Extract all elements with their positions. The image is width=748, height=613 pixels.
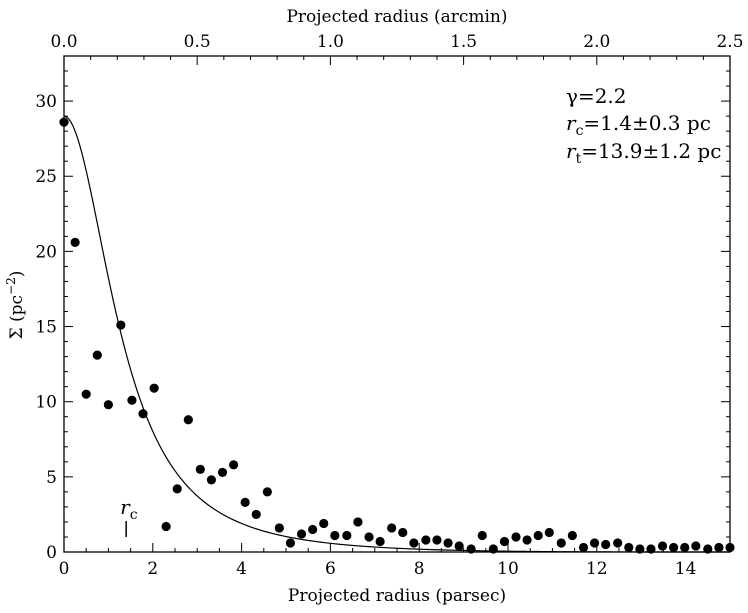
data-point [387,523,397,533]
data-point [635,544,645,554]
x2-tick-label: 2.5 [716,32,743,52]
data-point [116,320,126,330]
data-point [342,530,352,541]
data-point [274,523,284,533]
y-tick-label: 25 [35,167,57,187]
data-point [613,538,623,548]
data-point [454,541,464,551]
axis-tick-labels: 0 2 4 6 8 10 12 14 0.0 0.5 1.0 1.5 2.0 2.5 0 5 10 15 20 25 3… [35,32,743,579]
x-tick-label: 4 [236,559,247,579]
data-point [466,544,476,554]
data-point [533,530,543,541]
data-point [511,532,521,542]
data-point [398,527,408,538]
data-point [443,538,453,548]
data-point [330,530,340,541]
data-point [691,541,701,551]
data-point [319,518,329,529]
data-point [195,464,205,474]
data-point [229,460,239,470]
data-point [556,538,566,548]
data-points [59,117,735,554]
data-point [714,542,724,553]
data-point [285,538,296,548]
data-point [308,524,318,535]
data-point [206,475,217,485]
data-point [544,527,554,538]
data-point [567,530,577,541]
x2-axis-title: Projected radius (arcmin) [286,7,507,27]
data-point [240,497,250,507]
x-tick-label: 0 [59,559,70,579]
data-point [70,237,80,247]
y-tick-label: 20 [35,242,57,262]
y-tick-label: 0 [46,543,57,563]
data-point [669,542,679,553]
gamma-annotation: γ=2.2 [566,84,627,108]
data-point [421,535,431,545]
data-point [103,400,113,410]
data-point [499,536,510,547]
tidal-radius-annotation: rt=13.9±1.2 pc [566,139,721,167]
x2-tick-label: 0.0 [50,32,77,52]
data-point [81,389,91,399]
data-point [409,538,419,548]
data-point [138,409,148,419]
x-tick-label: 2 [147,559,158,579]
data-point [149,383,159,393]
data-point [477,530,487,541]
data-point [172,484,182,494]
x-tick-label: 14 [675,559,697,579]
x-tick-label: 12 [586,559,608,579]
data-point [601,539,611,550]
x-tick-label: 6 [325,559,336,579]
data-point [432,535,442,545]
data-point [488,544,498,554]
data-point [364,532,374,542]
y-axis-title: Σ (pc−2) [4,271,27,340]
x-tick-label: 8 [414,559,425,579]
x2-tick-label: 0.5 [184,32,211,52]
data-point [375,536,385,547]
x2-tick-label: 1.5 [450,32,477,52]
data-point [183,415,193,425]
core-radius-annotation: rc=1.4±0.3 pc [566,111,711,139]
y-tick-label: 5 [46,468,57,488]
data-point [589,538,600,548]
data-point [522,535,532,545]
y-tick-label: 15 [35,318,57,338]
data-point [251,509,261,520]
core-radius-marker-label: rc [120,495,138,523]
plot-frame [63,55,731,553]
data-point [217,467,228,477]
data-point [680,542,690,553]
data-point [703,544,713,554]
data-point [92,350,102,360]
data-point [262,487,272,497]
x-axis-title: Projected radius (parsec) [288,586,506,606]
data-point [646,544,656,554]
data-point [578,542,589,553]
data-point [353,517,363,527]
y-tick-label: 30 [35,92,57,112]
data-point [161,521,171,532]
y-tick-label: 10 [35,393,57,413]
x2-tick-label: 1.0 [317,32,344,52]
data-point [624,542,634,553]
data-point [296,529,307,539]
x2-tick-label: 2.0 [583,32,610,52]
data-point [127,395,137,405]
data-point [657,541,668,551]
x-tick-label: 10 [497,559,519,579]
king-profile-curve [63,115,730,553]
